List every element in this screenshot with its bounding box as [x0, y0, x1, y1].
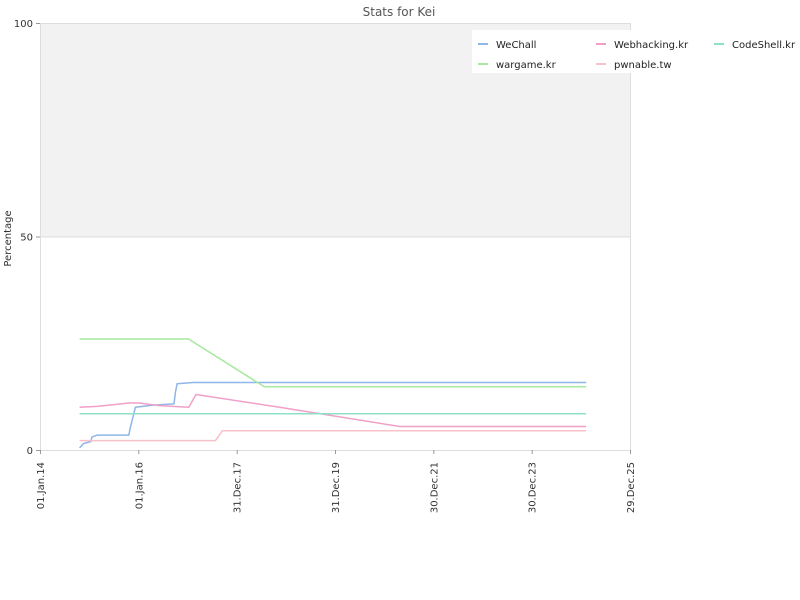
x-tick-label: 01.Jan.16 — [134, 462, 145, 509]
series-lines — [79, 338, 587, 449]
legend-label-wargame-kr: wargame.kr — [496, 60, 557, 71]
y-tick-label: 100 — [14, 19, 33, 30]
legend-label-webhacking-kr: Webhacking.kr — [614, 40, 689, 51]
legend-label-wechall: WeChall — [496, 40, 536, 51]
y-tick-label: 50 — [20, 233, 33, 244]
legend-label-pwnable-tw: pwnable.tw — [614, 60, 672, 71]
x-tick-label: 30.Dec.21 — [429, 462, 440, 513]
series-line-wargame-kr — [79, 338, 587, 388]
y-tick-label: 0 — [27, 446, 33, 457]
x-tick-label: 31.Dec.17 — [233, 462, 244, 513]
y-axis-title: Percentage — [3, 210, 14, 266]
series-line-pwnable-tw — [79, 430, 587, 442]
x-tick-label: 29.Dec.25 — [626, 462, 637, 513]
legend-label-codeshell-kr: CodeShell.kr — [732, 40, 796, 51]
x-axis-ticks: 01.Jan.14 01.Jan.16 31.Dec.17 31.Dec.19 30.D… — [36, 450, 637, 513]
x-tick-label: 01.Jan.14 — [36, 462, 47, 509]
x-tick-label: 31.Dec.19 — [331, 462, 342, 513]
x-tick-label: 30.Dec.23 — [528, 462, 539, 513]
chart-title: Stats for Kei — [363, 5, 436, 19]
y-axis-ticks: 0 50 100 — [14, 19, 40, 457]
legend-box — [472, 30, 772, 73]
series-line-webhacking-kr — [79, 393, 587, 428]
legend: WeChall Webhacking.kr CodeShell.kr wargame.… — [472, 30, 796, 73]
